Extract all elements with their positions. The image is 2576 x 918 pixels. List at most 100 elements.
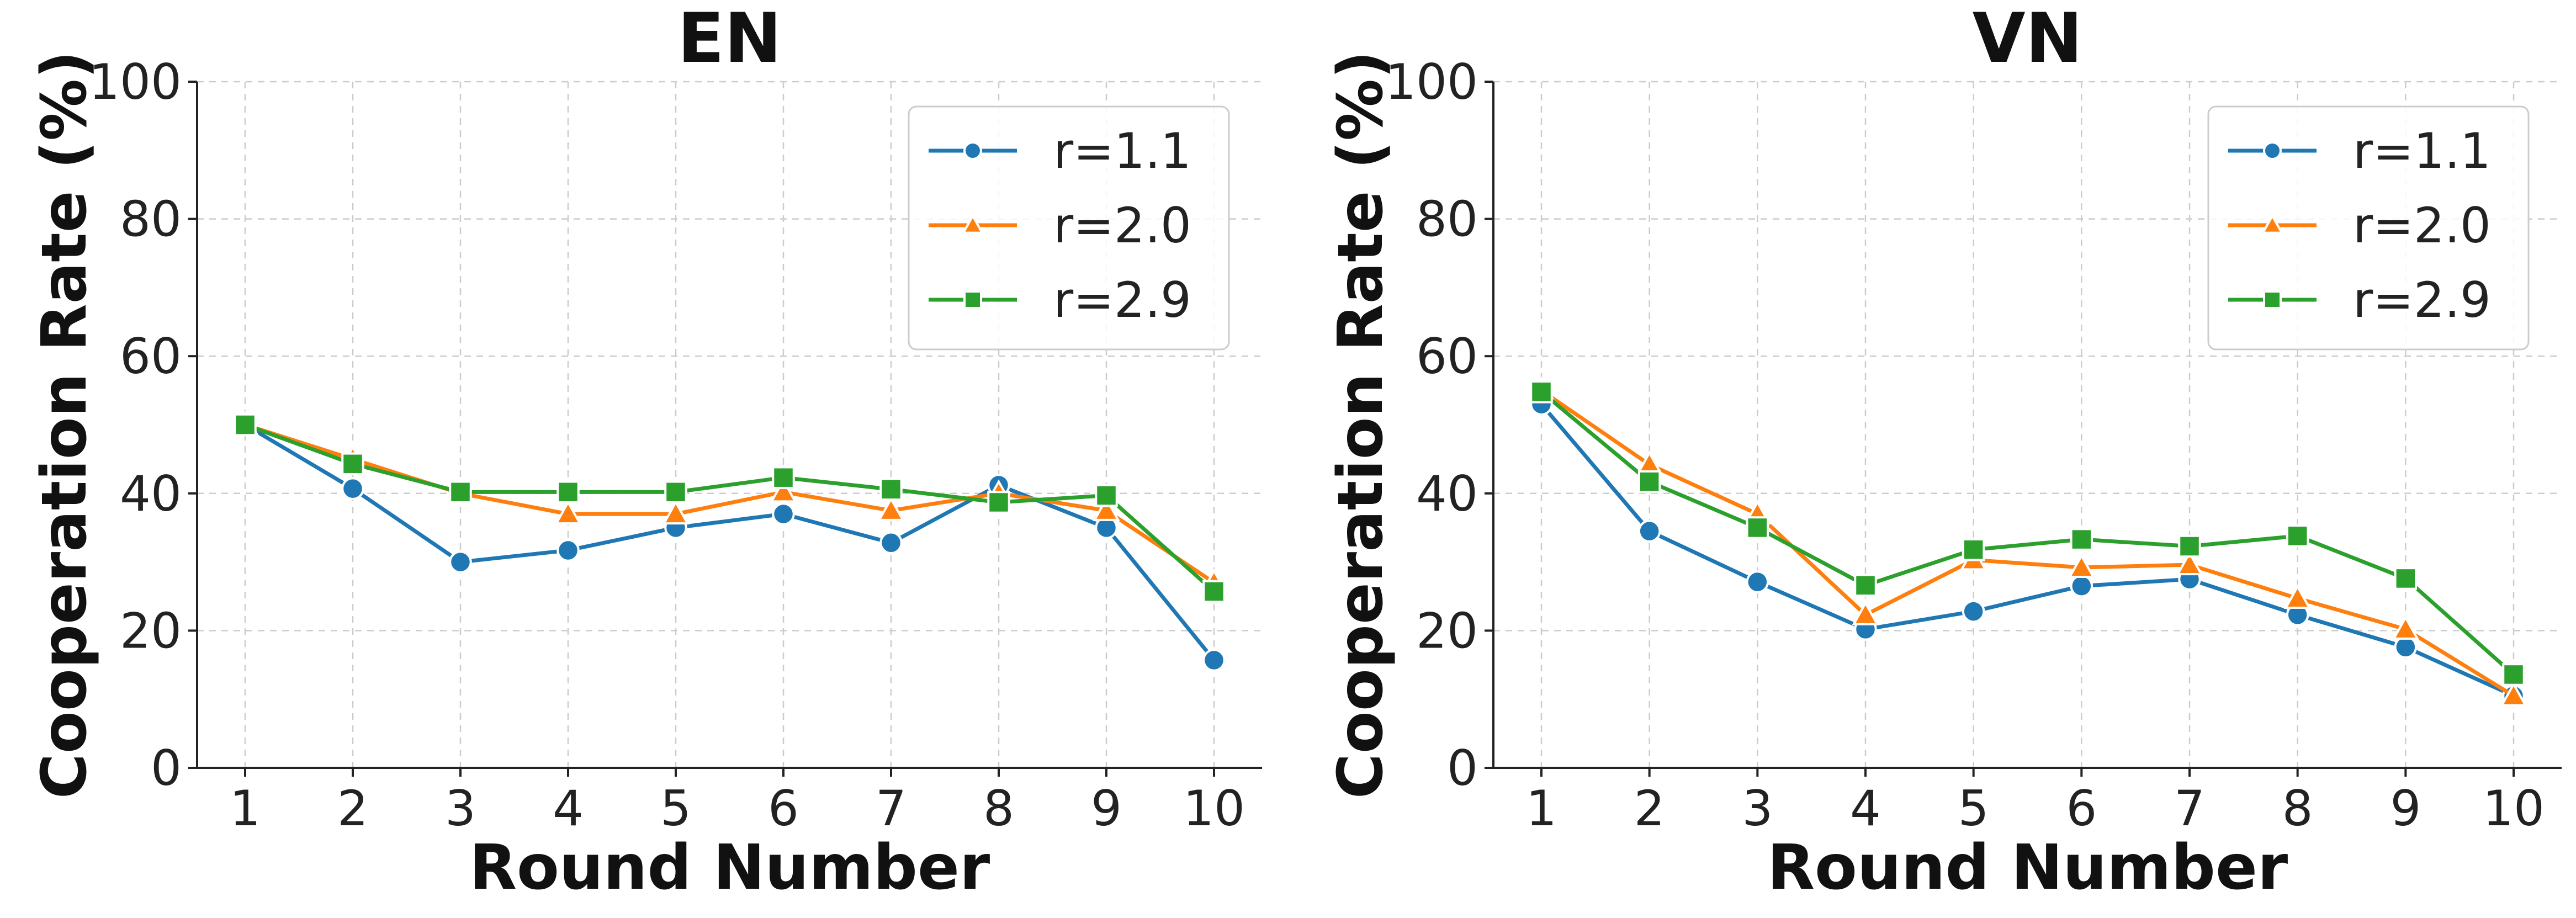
- en-data-point: [1093, 496, 1120, 521]
- vn-x-tick-label: 8: [2282, 780, 2313, 837]
- vn-y-tick-label: 0: [1447, 740, 1478, 797]
- en-data-point: [879, 477, 903, 501]
- vn-y-tick-label: 60: [1416, 328, 1478, 385]
- en-data-point: [772, 502, 795, 526]
- vn-series-line: [1539, 390, 2516, 677]
- en-data-point: [234, 413, 257, 437]
- vn-legend-marker: [2263, 141, 2282, 160]
- vn-x-tick-label: 5: [1958, 780, 1989, 837]
- en-legend-label: r=1.1: [1053, 123, 1191, 179]
- en-legend-entry: r=2.0: [929, 197, 1191, 254]
- vn-data-point: [1637, 519, 1661, 543]
- vn-series-r=2.0: [1528, 376, 2527, 707]
- vn-data-point: [1962, 538, 1985, 561]
- vn-y-tick-label: 40: [1416, 465, 1478, 522]
- vn-legend-label: r=2.9: [2353, 272, 2491, 328]
- vn-x-tick-label: 10: [2483, 780, 2545, 837]
- vn-x-tick-label: 4: [1850, 780, 1881, 837]
- en-x-tick-label: 1: [230, 780, 261, 837]
- vn-data-point: [1746, 516, 1769, 539]
- vn-series-r=1.1: [1530, 392, 2525, 708]
- en-data-point: [772, 466, 795, 489]
- en-y-tick-label: 80: [120, 191, 182, 248]
- en-data-point: [1095, 484, 1118, 507]
- en-legend-marker: [963, 141, 982, 160]
- chart-en: 0 20 40 60 80 100 1 2 3 4 5 6 7 8 9 10 EN Round Number Coo…: [29, 0, 1262, 904]
- vn-series-r=2.9: [1530, 380, 2525, 686]
- en-data-point: [770, 477, 797, 503]
- en-legend-entry: r=2.9: [929, 272, 1191, 328]
- vn-x-tick-label: 9: [2390, 780, 2421, 837]
- en-y-tick-label: 0: [151, 740, 182, 797]
- vn-x-axis-title: Round Number: [1767, 832, 2288, 904]
- vn-data-point: [1530, 380, 1553, 404]
- en-x-tick-label: 2: [337, 780, 368, 837]
- vn-legend: r=1.1 r=2.0 r=2.9: [2207, 105, 2530, 351]
- vn-data-point: [2394, 567, 2418, 590]
- en-legend-box: [908, 105, 1230, 351]
- vn-legend-entry: r=1.1: [2228, 123, 2491, 179]
- en-x-tick-label: 5: [660, 780, 691, 837]
- en-x-tick-label: 3: [445, 780, 476, 837]
- vn-series-line: [1539, 402, 2516, 698]
- en-data-point: [1202, 649, 1226, 672]
- en-chart-title: EN: [677, 0, 781, 78]
- en-y-axis-title: Cooperation Rate (%): [29, 51, 100, 799]
- vn-x-tick-label: 2: [1634, 780, 1665, 837]
- en-data-point: [877, 496, 905, 521]
- en-series-r=2.0: [231, 411, 1228, 593]
- en-data-point: [1202, 580, 1226, 603]
- en-legend-marker: [961, 213, 984, 234]
- en-series-line: [243, 423, 1216, 594]
- en-data-point: [662, 500, 690, 525]
- en-series-r=2.9: [234, 413, 1226, 603]
- vn-data-point: [2500, 682, 2527, 707]
- en-data-point: [556, 539, 580, 562]
- vn-series-line: [1539, 388, 2516, 698]
- vn-legend-marker: [2263, 290, 2282, 309]
- vn-data-point: [2284, 584, 2312, 609]
- vn-chart-title: VN: [1973, 0, 2083, 78]
- en-series-r=1.1: [234, 413, 1226, 672]
- vn-x-tick-label: 3: [1742, 780, 1773, 837]
- en-legend-entry: r=1.1: [929, 123, 1191, 179]
- vn-y-tick-label: 100: [1385, 54, 1478, 110]
- en-y-tick-label: 100: [89, 54, 182, 110]
- vn-data-point: [1852, 601, 1879, 625]
- en-legend-marker: [963, 290, 982, 309]
- en-legend-label: r=2.0: [1053, 197, 1191, 254]
- en-y-tick-label: 40: [120, 465, 182, 522]
- vn-legend-entry: r=2.0: [2228, 197, 2491, 254]
- en-series-line: [243, 423, 1216, 662]
- vn-x-tick-label: 6: [2066, 780, 2097, 837]
- en-legend: r=1.1 r=2.0 r=2.9: [908, 105, 1230, 351]
- vn-data-point: [2176, 550, 2203, 576]
- en-x-tick-label: 10: [1183, 780, 1245, 837]
- vn-data-point: [1746, 570, 1769, 593]
- en-data-point: [449, 480, 472, 504]
- vn-data-point: [1854, 574, 1877, 597]
- en-x-tick-label: 8: [983, 780, 1014, 837]
- vn-y-axis-title: Cooperation Rate (%): [1325, 51, 1397, 799]
- en-series-line: [243, 423, 1216, 585]
- vn-data-point: [2070, 574, 2093, 598]
- vn-x-tick-label: 7: [2174, 780, 2205, 837]
- en-data-point: [449, 550, 472, 574]
- vn-data-point: [1637, 470, 1661, 494]
- en-x-axis-title: Round Number: [469, 832, 990, 904]
- vn-data-point: [2502, 663, 2525, 686]
- vn-legend-marker: [2261, 213, 2284, 234]
- en-data-point: [554, 500, 582, 525]
- en-legend-label: r=2.9: [1053, 272, 1191, 328]
- vn-data-point: [2286, 524, 2309, 548]
- en-x-tick-label: 6: [768, 780, 799, 837]
- vn-data-point: [2070, 528, 2093, 551]
- en-data-point: [341, 477, 364, 500]
- vn-data-point: [2068, 553, 2095, 579]
- vn-data-point: [2178, 534, 2201, 558]
- en-y-tick-label: 20: [120, 602, 182, 659]
- en-data-point: [879, 531, 903, 555]
- en-data-point: [341, 452, 364, 476]
- vn-x-tick-label: 1: [1526, 780, 1557, 837]
